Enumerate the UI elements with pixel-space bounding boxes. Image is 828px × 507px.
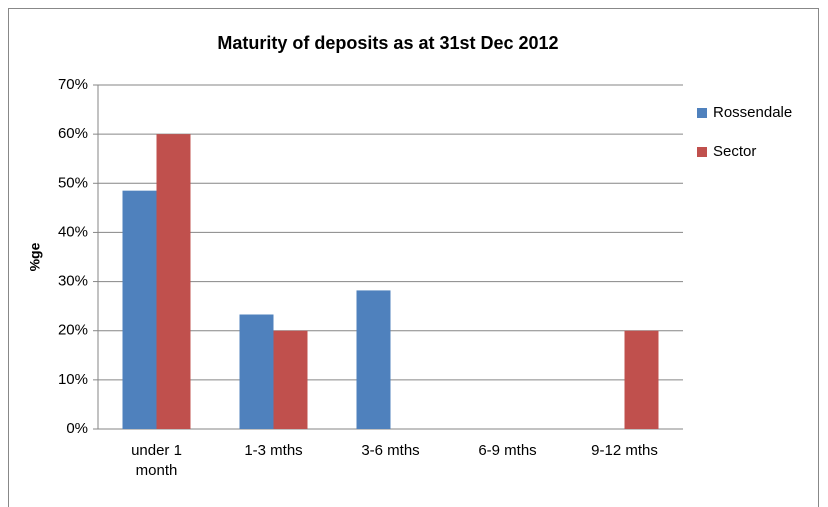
- y-tick-label: 20%: [58, 322, 88, 339]
- legend-label: Sector: [713, 143, 756, 160]
- y-tick-label: 70%: [58, 76, 88, 93]
- chart-title: Maturity of deposits as at 31st Dec 2012: [217, 33, 558, 53]
- y-tick-label: 60%: [58, 125, 88, 142]
- bar: [273, 330, 308, 429]
- y-tick-label: 10%: [58, 371, 88, 388]
- y-tick-label: 30%: [58, 273, 88, 290]
- y-tick-label: 0%: [66, 420, 88, 437]
- bar: [356, 290, 391, 429]
- legend-swatch: [697, 147, 707, 157]
- legend-label: Rossendale: [713, 104, 792, 121]
- x-tick-label: 9-12 mths: [591, 442, 658, 459]
- bar: [239, 314, 274, 429]
- y-tick-label: 50%: [58, 174, 88, 191]
- bar: [156, 134, 191, 429]
- x-tick-label: under 1 month: [131, 442, 182, 479]
- x-tick-label: 1-3 mths: [244, 442, 303, 459]
- x-tick-label: 6-9 mths: [478, 442, 537, 459]
- y-tick-label: 40%: [58, 223, 88, 240]
- x-tick-label: 3-6 mths: [361, 442, 420, 459]
- bar: [122, 190, 157, 429]
- y-axis-label: %ge: [27, 242, 43, 271]
- legend-swatch: [697, 108, 707, 118]
- bar: [624, 330, 659, 429]
